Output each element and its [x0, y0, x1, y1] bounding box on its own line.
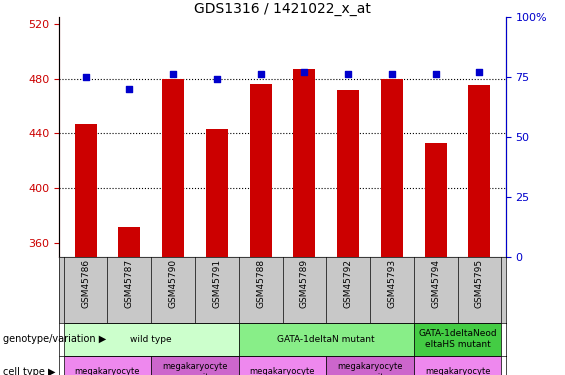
Point [256, 72, 265, 78]
Text: GSM45788: GSM45788 [256, 259, 265, 308]
Text: wild type: wild type [131, 334, 172, 344]
Bar [64, 322, 239, 356]
Bar [239, 322, 414, 356]
Point [81, 74, 90, 80]
Text: GSM45795: GSM45795 [475, 259, 484, 308]
Text: GSM45793: GSM45793 [388, 259, 397, 308]
Point [475, 69, 484, 75]
Text: GSM45791: GSM45791 [212, 259, 221, 308]
Text: megakaryocyte: megakaryocyte [425, 368, 490, 375]
Text: GSM45790: GSM45790 [168, 259, 177, 308]
Bar [293, 69, 315, 375]
Point [431, 72, 440, 78]
Point [168, 72, 177, 78]
Bar [425, 143, 446, 375]
Text: GSM45789: GSM45789 [300, 259, 309, 308]
Bar [64, 356, 151, 375]
Bar [206, 129, 228, 375]
Point [388, 72, 397, 78]
Bar [250, 84, 272, 375]
Text: GSM45787: GSM45787 [125, 259, 134, 308]
Point [125, 86, 134, 92]
Text: megakaryocyte: megakaryocyte [250, 368, 315, 375]
Text: megakaryocyte
progenitor: megakaryocyte progenitor [337, 362, 403, 375]
Point [212, 76, 221, 82]
Text: GATA-1deltaNeod
eltaHS mutant: GATA-1deltaNeod eltaHS mutant [418, 329, 497, 349]
Text: megakaryocyte: megakaryocyte [75, 368, 140, 375]
Bar [468, 86, 490, 375]
Bar [151, 356, 239, 375]
Text: GATA-1deltaN mutant: GATA-1deltaN mutant [277, 334, 375, 344]
Text: cell type ▶: cell type ▶ [3, 367, 55, 375]
Text: GSM45792: GSM45792 [344, 259, 353, 308]
Bar [239, 356, 326, 375]
Bar [414, 356, 501, 375]
Text: GSM45786: GSM45786 [81, 259, 90, 308]
Bar [119, 227, 140, 375]
Text: megakaryocyte
progenitor: megakaryocyte progenitor [162, 362, 228, 375]
Bar [75, 124, 97, 375]
Bar [381, 79, 403, 375]
Bar [337, 90, 359, 375]
Bar [326, 356, 414, 375]
Bar [414, 322, 501, 356]
Title: GDS1316 / 1421022_x_at: GDS1316 / 1421022_x_at [194, 2, 371, 16]
Point [300, 69, 309, 75]
Text: genotype/variation ▶: genotype/variation ▶ [3, 334, 106, 344]
Bar [162, 79, 184, 375]
Text: GSM45794: GSM45794 [431, 259, 440, 308]
Point [344, 72, 353, 78]
